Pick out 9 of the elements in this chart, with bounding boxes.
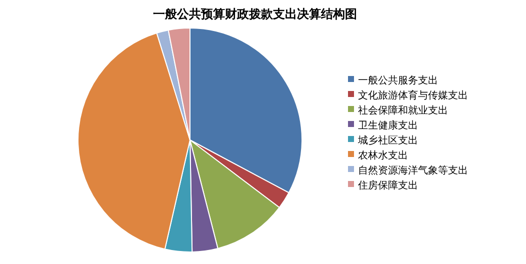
legend-label: 城乡社区支出 (357, 134, 418, 146)
legend-label: 一般公共服务支出 (358, 74, 438, 86)
chart-title: 一般公共预算财政拨款支出决算结构图 (153, 7, 357, 21)
legend-label: 文化旅游体育与传媒支出 (358, 90, 468, 102)
legend-label: 社会保障和就业支出 (358, 104, 448, 116)
legend-label: 卫生健康支出 (358, 120, 418, 132)
legend-label: 农林水支出 (358, 150, 408, 162)
legend-label: 自然资源海洋气象等支出 (358, 164, 468, 176)
legend-label: 住房保障支出 (358, 180, 418, 192)
